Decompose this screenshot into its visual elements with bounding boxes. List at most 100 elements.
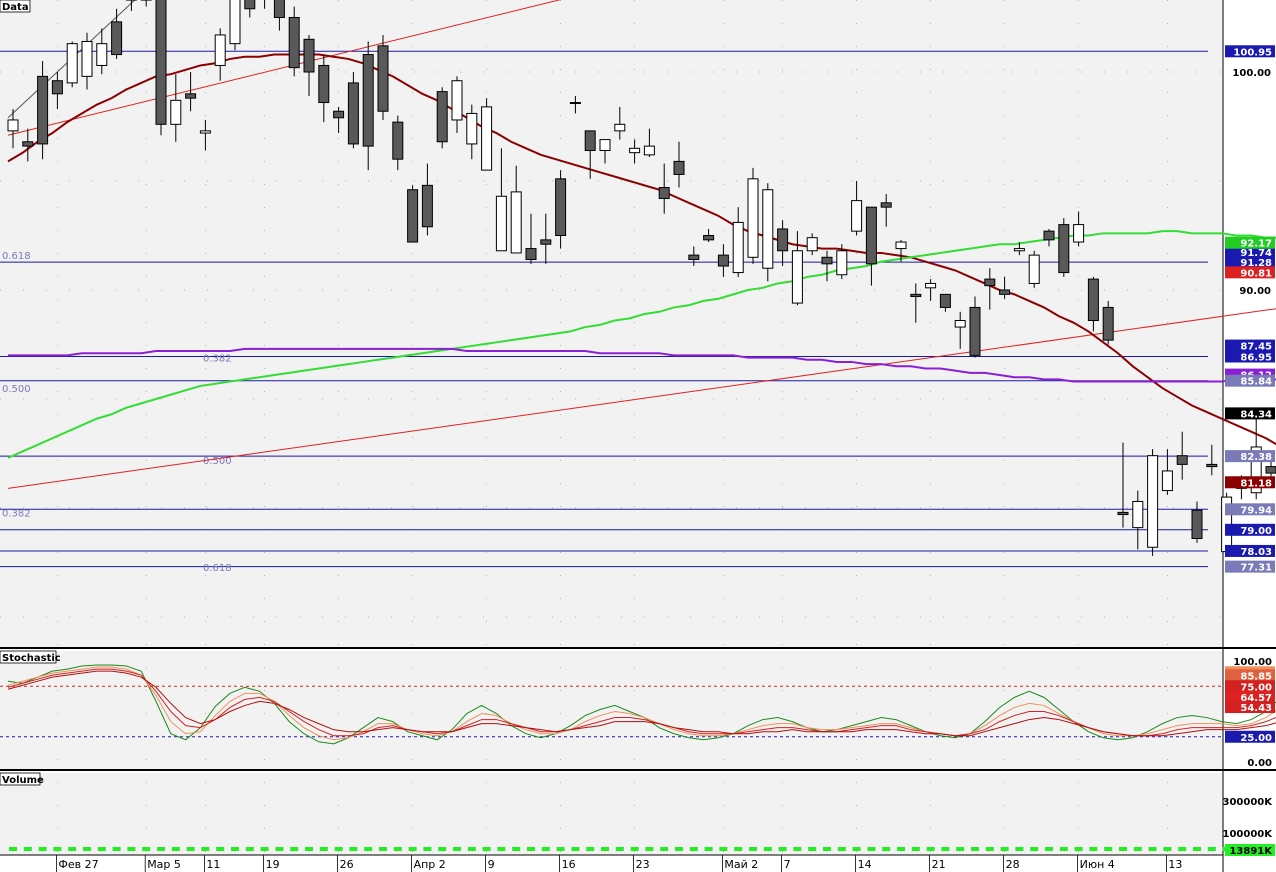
candle-body	[318, 64, 330, 104]
volume-bar	[1148, 847, 1157, 851]
volume-tick-label: 100000K	[1223, 829, 1274, 840]
volume-bar	[1000, 847, 1009, 851]
volume-bar	[808, 847, 817, 851]
volume-bar	[1163, 847, 1172, 851]
x-tick-label: Мар 5	[147, 858, 181, 871]
volume-bar	[423, 847, 432, 851]
x-tick-label: 13	[1168, 858, 1182, 871]
stoch-marker	[1225, 669, 1275, 682]
candle-body	[865, 206, 877, 265]
candle-body	[185, 93, 197, 99]
fib-label: 0.382	[203, 354, 232, 365]
price-marker	[1225, 450, 1275, 463]
candle-body	[96, 43, 108, 66]
volume-bar	[867, 847, 876, 851]
candle-body	[1087, 278, 1099, 322]
price-marker	[1225, 476, 1275, 489]
volume-bar	[956, 847, 965, 851]
x-tick-label: Июн 4	[1080, 858, 1115, 871]
price-marker-label: 81.18	[1240, 478, 1272, 489]
candle-body	[421, 184, 433, 228]
volume-bar	[704, 847, 713, 851]
volume-bar	[763, 847, 772, 851]
candle-body	[910, 293, 922, 298]
candle-body	[229, 0, 241, 45]
candle-body	[939, 293, 951, 308]
svg-text:Stochastic: Stochastic	[2, 653, 61, 664]
volume-bar	[882, 847, 891, 851]
trend-line	[7, 308, 1276, 489]
candle-body	[1176, 455, 1188, 465]
volume-bar	[305, 847, 313, 851]
volume-bar	[438, 847, 447, 851]
stoch-marker	[1225, 690, 1275, 703]
candle-body	[362, 54, 374, 147]
volume-marker-label: 13891K	[1229, 846, 1273, 857]
stoch-marker-label: 64.57	[1240, 693, 1272, 704]
price-marker	[1225, 256, 1275, 269]
volume-bar	[245, 847, 254, 851]
volume-bar	[1207, 847, 1216, 851]
stoch-marker	[1225, 680, 1275, 693]
x-tick-label: Фев 27	[58, 858, 98, 871]
volume-bar	[9, 847, 17, 851]
candle-body	[1250, 446, 1262, 494]
candle-body	[1058, 224, 1070, 274]
candle-body	[629, 147, 641, 154]
candle-body	[244, 0, 256, 10]
volume-bar	[660, 847, 669, 851]
candle-body	[806, 237, 818, 252]
price-marker-label: 91.74	[1240, 248, 1272, 259]
candle-body	[851, 200, 863, 232]
x-tick-label: 14	[858, 858, 872, 871]
candle-body	[1102, 306, 1114, 341]
volume-bar	[1015, 847, 1024, 851]
price-panel	[0, 0, 1223, 647]
candle-body	[37, 75, 49, 145]
date-axis	[0, 855, 1223, 872]
candle-body	[1191, 509, 1203, 540]
volume-bar	[290, 847, 299, 851]
volume-bar	[897, 847, 905, 851]
volume-bar	[171, 847, 180, 851]
volume-bar	[1133, 847, 1142, 851]
stoch-tick-label: 100.00	[1233, 657, 1272, 668]
candle-body	[643, 145, 655, 156]
volume-bar	[275, 847, 284, 851]
volume-bar	[1059, 847, 1068, 851]
ma-green-line	[7, 230, 1276, 459]
price-marker-label: 92.17	[1240, 239, 1272, 250]
volume-bar	[1119, 847, 1127, 851]
candle-body	[81, 40, 93, 77]
candle-body	[1117, 511, 1129, 516]
x-tick-label: 19	[266, 858, 280, 871]
price-marker-label: 91.28	[1240, 258, 1272, 269]
stoch-line	[7, 666, 1276, 741]
candle-body	[155, 0, 167, 125]
volume-bar	[364, 847, 373, 851]
x-tick-label: 28	[1006, 858, 1020, 871]
value-axis	[1223, 0, 1276, 872]
candle-body	[377, 45, 389, 112]
candle-body	[66, 43, 78, 84]
price-marker-label: 79.94	[1240, 505, 1272, 516]
volume-bar	[1045, 847, 1053, 851]
volume-bar	[586, 847, 595, 851]
x-tick-label: 26	[340, 858, 354, 871]
candle-body	[273, 0, 285, 19]
price-marker	[1225, 503, 1275, 516]
candle-body	[1265, 466, 1276, 474]
volume-bar	[83, 847, 91, 851]
candle-body	[1147, 455, 1159, 548]
price-marker	[1225, 236, 1275, 249]
candle-body	[111, 21, 123, 56]
ma-purple-line	[8, 347, 1276, 383]
x-tick-label: 7	[784, 858, 791, 871]
volume-bar	[334, 847, 343, 851]
volume-bar	[837, 847, 846, 851]
candle-body	[170, 99, 182, 125]
candle-body	[732, 221, 744, 274]
volume-bar	[408, 847, 417, 851]
volume-bar	[793, 847, 802, 851]
price-marker	[1225, 560, 1275, 573]
